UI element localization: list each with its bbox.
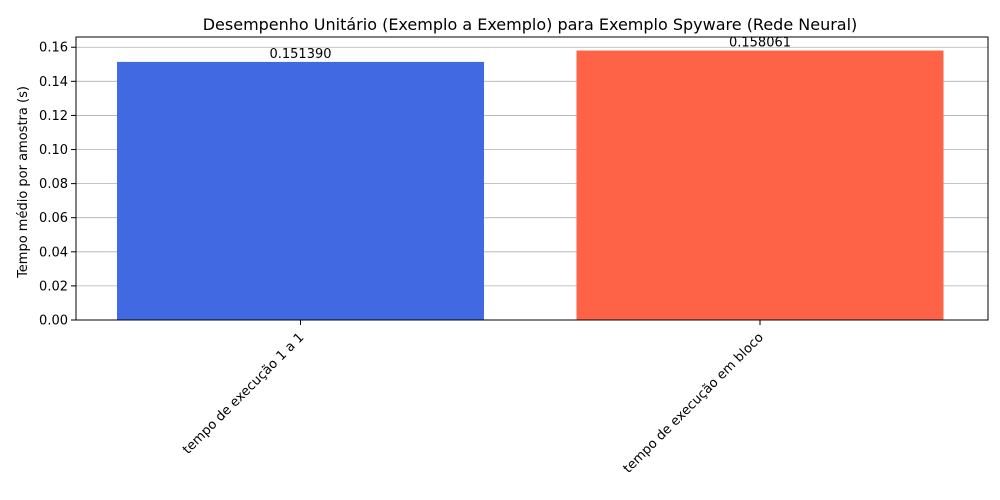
chart-title: Desempenho Unitário (Exemplo a Exemplo) …: [203, 15, 858, 34]
y-tick-label: 0.12: [39, 109, 68, 124]
bar: [117, 61, 484, 320]
x-tick-label: tempo de execução 1 a 1: [180, 330, 307, 457]
y-tick-label: 0.10: [39, 143, 68, 158]
y-tick-label: 0.16: [39, 41, 68, 56]
y-tick-label: 0.00: [39, 314, 68, 329]
y-tick-label: 0.06: [39, 211, 68, 226]
plot-frame: [75, 36, 989, 321]
x-ticks: tempo de execução 1 a 1 tempo de execução…: [180, 320, 767, 476]
y-axis-label: Tempo médio por amostra (s): [16, 86, 31, 279]
y-tick-label: 0.08: [39, 177, 68, 192]
x-tick-label: tempo de execução em bloco: [621, 330, 767, 476]
bar-value-label: 0.158061: [729, 36, 791, 51]
y-tick-label: 0.04: [39, 245, 68, 260]
bar: [576, 50, 944, 321]
bar-value-label: 0.151390: [269, 47, 331, 62]
bars: [117, 50, 944, 321]
y-tick-label: 0.02: [39, 279, 68, 294]
axes: [75, 36, 989, 321]
y-ticks: 0.00 0.02 0.04 0.06 0.08 0.10 0.12 0.14 0.16: [39, 41, 76, 329]
y-tick-label: 0.14: [39, 75, 68, 90]
data-labels: 0.151390 0.158061: [269, 36, 791, 62]
